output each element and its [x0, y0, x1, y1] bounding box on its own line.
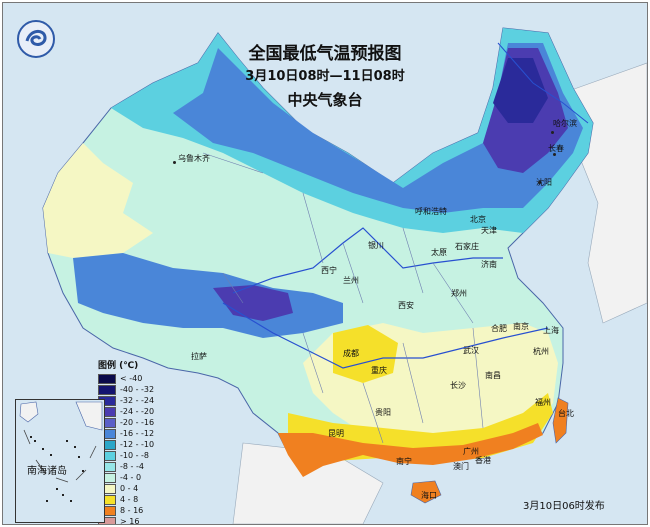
legend-item: -4 - 0 [98, 472, 160, 483]
city-label: 济南 [481, 260, 497, 269]
legend-label: 4 - 8 [120, 495, 139, 504]
city-dot [551, 131, 554, 134]
legend-item: 0 - 4 [98, 483, 160, 494]
city-label: 上海 [543, 326, 559, 335]
hainan [410, 480, 442, 504]
city-label: 广州 [463, 447, 479, 456]
legend-item: < -40 [98, 373, 160, 384]
legend-swatch [98, 384, 116, 395]
city-label: 合肥 [491, 324, 507, 333]
city-label: 成都 [343, 349, 359, 358]
city-label: 兰州 [343, 276, 359, 285]
city-dot [173, 161, 176, 164]
zone-plateau-colder [213, 285, 293, 321]
zone-minus-12 [173, 43, 583, 213]
legend-label: -4 - 0 [120, 473, 142, 482]
temperature-map [42, 27, 647, 524]
legend-label: 8 - 16 [120, 506, 144, 515]
issue-time: 3月10日06时发布 [523, 501, 605, 512]
legend-item: -10 - -8 [98, 450, 160, 461]
city-label: 台北 [558, 409, 574, 418]
city-label: 福州 [535, 398, 551, 407]
yellow-river [232, 227, 503, 294]
legend-swatch [98, 373, 116, 384]
map-subtitle: 3月10日08时—11日08时 [245, 69, 405, 84]
inset-map [19, 401, 103, 502]
legend-label: -20 - -16 [120, 418, 155, 427]
legend-item: -40 - -32 [98, 384, 160, 395]
legend-item: 8 - 16 [98, 505, 160, 516]
city-dot [538, 181, 541, 184]
city-label: 沈阳 [536, 178, 552, 187]
legend-item: -24 - -20 [98, 406, 160, 417]
legend-item: 4 - 8 [98, 494, 160, 505]
legend-label: -32 - -24 [120, 396, 155, 405]
city-label: 石家庄 [455, 242, 479, 251]
city-label: 南宁 [396, 457, 412, 466]
legend-item: -16 - -12 [98, 428, 160, 439]
city-label: 南京 [513, 322, 529, 331]
legend-label: -8 - -4 [120, 462, 144, 471]
city-label: 长春 [548, 144, 564, 153]
legend-label: 0 - 4 [120, 484, 139, 493]
zone-8-16 [278, 423, 543, 477]
zone-0-4 [43, 143, 153, 258]
city-label: 香港 [475, 456, 491, 465]
south-china-sea-inset: 南海诸岛 [15, 399, 105, 523]
legend-item: -12 - -10 [98, 439, 160, 450]
legend: 图例 (℃) < -40 -40 - -32 -32 - -24 -24 - -20 -… [98, 358, 160, 525]
city-label: 北京 [470, 215, 486, 224]
legend-label: -40 - -32 [120, 385, 155, 394]
city-label: 太原 [431, 248, 447, 257]
city-label: 郑州 [451, 289, 467, 298]
zone-minus-24 [493, 58, 548, 123]
city-label: 西宁 [321, 266, 337, 275]
city-dot [553, 153, 556, 156]
legend-label: < -40 [120, 374, 143, 383]
map-agency: 中央气象台 [287, 91, 363, 109]
city-label: 昆明 [328, 429, 344, 438]
yangtze-river [222, 302, 549, 369]
city-label: 西安 [398, 301, 414, 310]
legend-label: -12 - -10 [120, 440, 155, 449]
city-label: 贵阳 [375, 408, 391, 417]
city-label: 拉萨 [191, 352, 207, 361]
city-label: 澳门 [453, 462, 469, 471]
city-label: 重庆 [371, 366, 387, 375]
city-label: 天津 [481, 226, 497, 235]
legend-label: -16 - -12 [120, 429, 155, 438]
city-label: 哈尔滨 [553, 119, 577, 128]
taiwan [552, 397, 569, 444]
city-label: 银川 [368, 241, 384, 250]
city-label: 呼和浩特 [415, 207, 447, 216]
legend-item: -20 - -16 [98, 417, 160, 428]
map-title: 全国最低气温预报图 [248, 44, 402, 64]
legend-items: < -40 -40 - -32 -32 - -24 -24 - -20 -20 - -1… [98, 373, 160, 525]
legend-item: > 16 [98, 516, 160, 525]
legend-item: -32 - -24 [98, 395, 160, 406]
city-label: 海口 [421, 491, 437, 500]
legend-title: 图例 (℃) [98, 361, 139, 371]
city-label: 乌鲁木齐 [178, 154, 210, 163]
heilongjiang-river [497, 42, 589, 124]
legend-label: > 16 [120, 517, 140, 525]
legend-item: -8 - -4 [98, 461, 160, 472]
city-label: 长沙 [450, 381, 466, 390]
city-label: 南昌 [485, 371, 501, 380]
cma-logo-icon [17, 20, 55, 58]
city-label: 武汉 [463, 346, 479, 355]
inset-label: 南海诸岛 [27, 466, 67, 477]
zone-yellow [333, 325, 398, 383]
legend-label: -24 - -20 [120, 407, 155, 416]
legend-label: -10 - -8 [120, 451, 150, 460]
city-label: 杭州 [533, 347, 549, 356]
province-borders [202, 152, 484, 444]
